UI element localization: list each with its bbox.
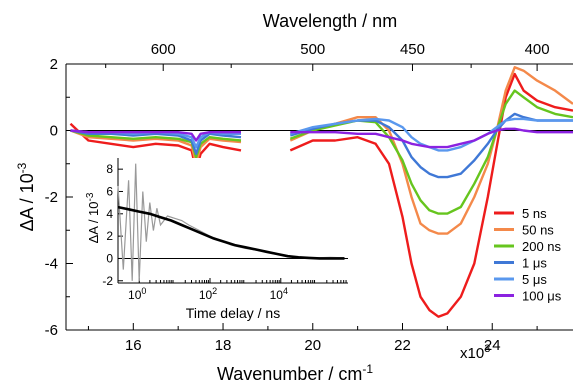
inset-y-axis-title-sup: -3 — [85, 192, 96, 201]
inset-y-axis-title: ΔA / 10-3 — [85, 192, 101, 243]
y-tick-label: 0 — [50, 123, 58, 140]
top-tick-label: 500 — [300, 41, 325, 58]
inset-x-tick-base: 10 — [270, 288, 284, 302]
x-multiplier-label: x103 — [460, 343, 490, 362]
y-tick-label: -2 — [45, 189, 58, 206]
legend-label: 100 μs — [522, 289, 562, 304]
inset-x-axis-title: Time delay / ns — [186, 305, 280, 321]
inset-y-tick-label: 8 — [106, 162, 113, 176]
x-tick-label: 20 — [304, 337, 321, 354]
inset-y-tick-label: -2 — [102, 274, 113, 288]
x-multiplier-sup: 3 — [484, 343, 490, 355]
top-tick-label: 600 — [151, 41, 176, 58]
inset-y-tick-label: 6 — [106, 184, 113, 198]
x-axis-title-main: Wavenumber / cm — [217, 364, 362, 384]
inset-y-axis-title-main: ΔA / 10 — [86, 201, 101, 243]
x-multiplier-main: x10 — [460, 345, 484, 362]
x-axis-title: Wavenumber / cm-1 — [217, 362, 373, 384]
inset-x-tick-base: 10 — [199, 288, 213, 302]
inset-x-tick-label: 100 — [128, 286, 146, 302]
legend-label: 200 ns — [522, 239, 562, 254]
y-tick-label: -4 — [45, 256, 58, 273]
x-tick-label: 22 — [394, 337, 411, 354]
y-axis-title-main: ΔA / 10 — [17, 173, 37, 231]
inset-series-line — [117, 205, 345, 260]
x-tick-label: 18 — [215, 337, 232, 354]
x-tick-label: 16 — [125, 337, 142, 354]
top-axis-title: Wavelength / nm — [263, 11, 397, 31]
series-line — [69, 72, 573, 318]
inset-x-tick-label: 104 — [270, 286, 288, 302]
legend-label: 50 ns — [522, 223, 554, 238]
legend-label: 1 μs — [522, 256, 547, 271]
inset-background — [118, 158, 348, 283]
y-tick-label: -6 — [45, 322, 58, 339]
series-line — [70, 127, 573, 149]
inset-x-tick-exp: 2 — [212, 286, 217, 296]
inset-x-tick-label: 102 — [199, 286, 217, 302]
inset-y-tick-label: 2 — [106, 229, 113, 243]
inset-x-tick-base: 10 — [128, 288, 142, 302]
inset-x-tick-exp: 0 — [141, 286, 146, 296]
series-line — [70, 66, 573, 235]
y-axis-title: ΔA / 10-3 — [15, 162, 37, 231]
inset-x-tick-exp: 4 — [283, 286, 288, 296]
y-tick-label: 2 — [50, 56, 58, 73]
y-axis-title-sup: -3 — [15, 162, 29, 173]
top-tick-label: 450 — [400, 41, 425, 58]
inset-y-tick-label: 0 — [106, 251, 113, 265]
inset-y-tick-label: 4 — [106, 207, 113, 221]
legend-label: 5 μs — [522, 272, 547, 287]
top-tick-label: 400 — [525, 41, 550, 58]
x-axis-title-sup: -1 — [362, 362, 373, 376]
x-tick-label: 24 — [484, 337, 501, 354]
legend-label: 5 ns — [522, 206, 547, 221]
